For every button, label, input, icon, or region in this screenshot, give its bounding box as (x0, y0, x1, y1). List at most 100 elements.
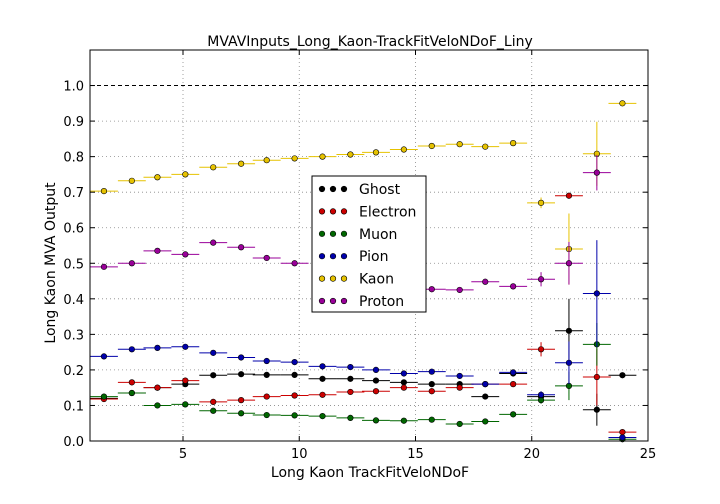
y-tick-label: 0.7 (63, 186, 84, 201)
x-tick-label: 15 (407, 447, 424, 462)
data-point (565, 327, 573, 334)
data-point (263, 411, 270, 419)
data-point (263, 371, 270, 378)
chart-title: MVAVInputs_Long_Kaon-TrackFitVeloNDoF_Li… (207, 34, 533, 50)
legend-label: Ghost (359, 182, 401, 198)
data-point (400, 384, 407, 391)
legend-marker (318, 297, 326, 305)
data-point (291, 260, 298, 267)
data-point (154, 384, 161, 391)
data-point (347, 151, 354, 158)
data-point (619, 434, 626, 441)
data-point (319, 391, 326, 398)
legend-marker (318, 275, 326, 282)
data-point (428, 142, 435, 150)
data-point (537, 346, 545, 353)
legend-marker (329, 297, 337, 305)
legend-marker (329, 208, 337, 215)
data-point (182, 377, 189, 384)
data-point (291, 371, 298, 378)
series-electron (90, 192, 637, 436)
data-point (210, 239, 217, 246)
data-point (210, 349, 217, 356)
data-point (482, 143, 489, 150)
data-point (182, 343, 189, 350)
data-point (537, 199, 545, 206)
y-tick-label: 0.5 (63, 257, 84, 272)
y-tick-label: 0.9 (63, 115, 84, 130)
data-point (319, 413, 326, 420)
legend-marker (329, 230, 337, 237)
data-point (565, 359, 573, 366)
data-point (210, 164, 217, 171)
data-point (210, 407, 217, 414)
y-tick-label: 0.2 (63, 364, 84, 379)
data-point (347, 375, 354, 382)
legend-marker (340, 230, 348, 237)
legend-marker (329, 185, 337, 193)
data-point (482, 381, 489, 388)
data-point (537, 276, 545, 283)
data-point (428, 286, 435, 293)
y-tick-label: 0.8 (63, 151, 84, 166)
legend-marker (340, 253, 348, 260)
data-point (510, 140, 517, 147)
data-point (291, 155, 298, 162)
data-point (182, 171, 189, 178)
data-point (400, 370, 407, 377)
legend-label: Pion (359, 249, 388, 265)
data-point (428, 388, 435, 395)
data-point (100, 353, 108, 360)
y-tick-label: 0.3 (63, 328, 84, 343)
data-point (510, 283, 517, 290)
data-point (238, 397, 245, 404)
legend-label: Proton (359, 294, 404, 310)
data-point (182, 401, 189, 408)
data-point (456, 384, 463, 391)
data-point (238, 410, 245, 417)
legend-marker (318, 208, 326, 215)
legend-label: Muon (359, 227, 397, 243)
data-point (619, 100, 626, 107)
data-point (347, 363, 354, 371)
data-point (619, 372, 626, 379)
data-point (128, 389, 135, 397)
legend-marker (318, 253, 326, 260)
data-point (263, 254, 270, 262)
data-point (128, 177, 135, 184)
data-point (400, 146, 407, 153)
data-point (456, 420, 463, 428)
plot-frame (89, 49, 649, 442)
y-tick-label: 0.4 (63, 293, 84, 308)
legend-marker (318, 230, 326, 237)
data-point (400, 417, 407, 424)
data-point (593, 373, 600, 381)
data-point (210, 372, 217, 379)
data-point (372, 377, 380, 384)
legend-marker (340, 275, 348, 282)
data-point (319, 363, 326, 370)
x-tick-label: 10 (291, 447, 308, 462)
data-point (182, 251, 189, 258)
legend-marker (340, 208, 348, 215)
data-point (154, 174, 161, 181)
data-point (593, 290, 600, 297)
axis-ticks: 5 10 15 20 25 0.0 0.1 0.2 0.3 0.4 0.5 0.6 0.7 0.8 0.9 1… (63, 50, 656, 462)
series-layer (90, 100, 637, 443)
data-point (291, 412, 298, 419)
data-point (100, 188, 108, 195)
x-tick-label: 25 (640, 447, 657, 462)
data-point (400, 379, 407, 386)
data-point (347, 388, 354, 396)
data-point (100, 393, 108, 400)
data-point (238, 371, 245, 378)
data-point (128, 260, 135, 267)
y-axis-title: Long Kaon MVA Output (43, 182, 59, 344)
data-point (565, 192, 573, 199)
data-point (456, 141, 463, 148)
data-point (238, 160, 245, 167)
y-tick-label: 1.0 (63, 80, 84, 95)
data-point (510, 369, 517, 376)
data-point (428, 381, 435, 388)
